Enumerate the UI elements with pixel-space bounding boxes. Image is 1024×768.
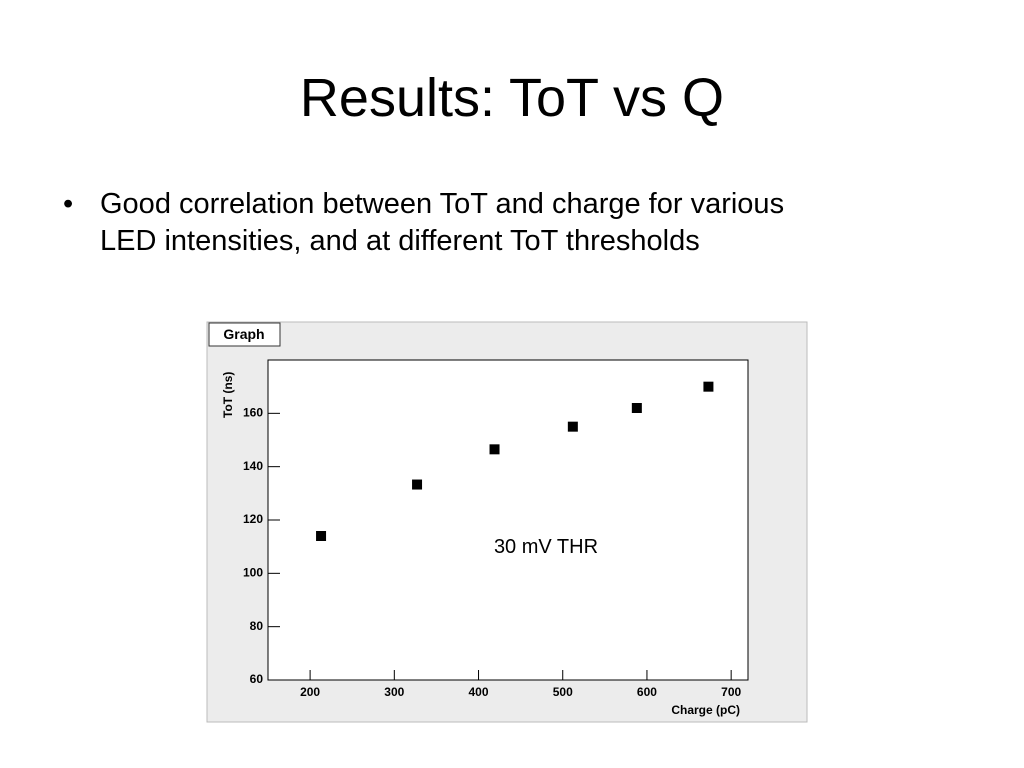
bullet-marker: • <box>63 188 73 220</box>
x-axis-title: Charge (pC) <box>671 703 740 717</box>
point <box>316 531 327 541</box>
point <box>703 381 714 392</box>
annotation: 30 mV THR <box>494 536 598 558</box>
chart-title: Graph <box>223 326 264 342</box>
chart-title-box <box>208 322 281 347</box>
bullet-text: Good correlation between ToT and charge … <box>100 188 784 220</box>
point <box>631 403 642 413</box>
x-tick-label: 600 <box>637 685 657 699</box>
bullet-text: LED intensities, and at different ToT th… <box>100 225 700 257</box>
point <box>567 421 578 432</box>
y-tick-label: 120 <box>243 512 263 526</box>
x-tick-label: 700 <box>721 685 741 699</box>
y-axis-title: ToT (ns) <box>221 372 235 418</box>
point <box>489 444 500 455</box>
plot-area <box>267 359 749 681</box>
y-tick-label: 60 <box>250 672 264 686</box>
x-tick-label: 500 <box>553 685 573 699</box>
y-tick-label: 140 <box>243 459 263 473</box>
x-tick-label: 400 <box>469 685 489 699</box>
slide-title: Results: ToT vs Q <box>300 68 724 128</box>
y-tick-label: 160 <box>243 406 263 420</box>
y-tick-label: 100 <box>243 566 263 580</box>
x-tick-label: 300 <box>384 685 404 699</box>
point <box>412 479 423 490</box>
x-tick-label: 200 <box>300 685 320 699</box>
y-tick-label: 80 <box>250 619 264 633</box>
